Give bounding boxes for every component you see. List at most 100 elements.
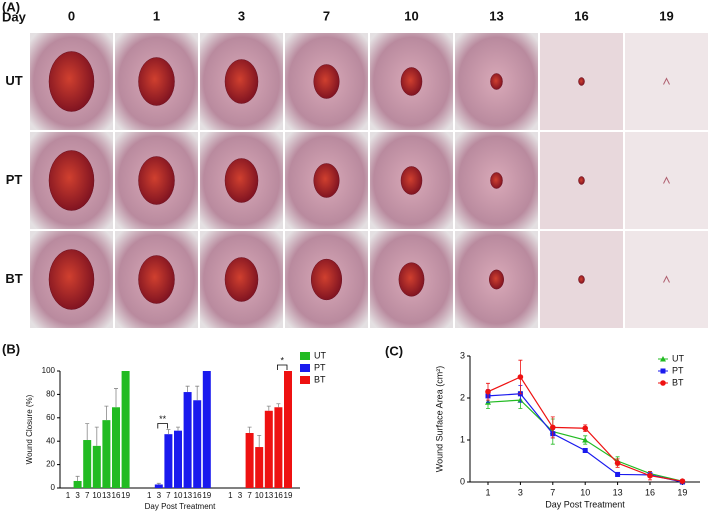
x-tick-label: 13 bbox=[613, 487, 623, 497]
x-tick-label: 19 bbox=[202, 491, 211, 500]
wound bbox=[489, 269, 504, 290]
x-tick-label: 13 bbox=[264, 491, 273, 500]
scar bbox=[663, 176, 670, 184]
legend-label: UT bbox=[314, 350, 326, 360]
wound bbox=[313, 163, 340, 198]
x-tick-label: 19 bbox=[121, 491, 130, 500]
x-tick-label: 3 bbox=[518, 487, 523, 497]
point bbox=[582, 448, 588, 453]
legend-swatch bbox=[300, 352, 310, 360]
x-tick-label: 3 bbox=[238, 491, 243, 500]
error-bar bbox=[195, 385, 200, 401]
x-tick-label: 16 bbox=[645, 487, 655, 497]
bar bbox=[202, 371, 211, 488]
significance-label: * bbox=[280, 355, 284, 365]
point bbox=[517, 374, 524, 380]
bar bbox=[102, 420, 111, 488]
y-axis-title: Wound Closure (%) bbox=[25, 394, 34, 464]
wound-photo bbox=[625, 132, 708, 229]
legend-label: BT bbox=[314, 374, 326, 384]
point bbox=[647, 472, 653, 479]
point bbox=[485, 388, 491, 395]
day-label: 0 bbox=[68, 8, 75, 23]
legend-swatch bbox=[300, 376, 310, 384]
error-bar bbox=[94, 426, 99, 446]
error-bar bbox=[166, 429, 171, 435]
y-tick-label: 40 bbox=[46, 436, 55, 445]
point bbox=[615, 471, 621, 477]
legend-label: BT bbox=[672, 377, 684, 387]
error-bar bbox=[104, 405, 109, 421]
x-tick-label: 7 bbox=[550, 487, 555, 497]
legend-label: PT bbox=[672, 365, 684, 375]
y-tick-label: 2 bbox=[460, 392, 465, 402]
error-bar bbox=[247, 426, 252, 434]
day-label: 13 bbox=[489, 8, 503, 23]
x-axis-title: Day Post Treatment bbox=[145, 502, 216, 511]
wound bbox=[48, 150, 95, 211]
wound bbox=[138, 156, 175, 205]
error-bar bbox=[266, 405, 271, 411]
x-tick-label: 1 bbox=[228, 491, 233, 500]
x-tick-label: 1 bbox=[485, 487, 490, 497]
bar bbox=[274, 407, 283, 488]
bar bbox=[73, 480, 82, 488]
error-bar bbox=[75, 475, 80, 481]
wound bbox=[224, 59, 259, 104]
y-tick-label: 0 bbox=[460, 476, 465, 486]
x-tick-label: 7 bbox=[85, 491, 90, 500]
legend-marker bbox=[660, 356, 666, 362]
x-tick-label: 19 bbox=[677, 487, 687, 497]
x-tick-label: 13 bbox=[102, 491, 111, 500]
x-tick-label: 7 bbox=[166, 491, 171, 500]
wound bbox=[490, 73, 503, 90]
error-bar bbox=[185, 385, 190, 393]
legend-label: PT bbox=[314, 362, 326, 372]
wound bbox=[138, 255, 175, 304]
error-bar bbox=[276, 403, 281, 408]
x-tick-label: 16 bbox=[112, 491, 121, 500]
x-tick-label: 10 bbox=[174, 491, 183, 500]
error-bar bbox=[257, 434, 262, 448]
panel-label: (C) bbox=[385, 343, 403, 358]
day-label: 1 bbox=[153, 8, 160, 23]
day-label: 19 bbox=[659, 8, 673, 23]
bar bbox=[174, 430, 182, 488]
x-tick-label: 13 bbox=[183, 491, 192, 500]
wound bbox=[398, 262, 425, 297]
wound bbox=[48, 51, 95, 112]
y-tick-label: 100 bbox=[42, 366, 56, 375]
y-tick-label: 1 bbox=[460, 434, 465, 444]
x-tick-label: 1 bbox=[147, 491, 152, 500]
wound bbox=[578, 77, 585, 86]
x-axis-title: Day Post Treatment bbox=[545, 499, 625, 509]
error-bar bbox=[114, 388, 118, 408]
y-tick-label: 20 bbox=[46, 460, 55, 469]
wound bbox=[490, 172, 503, 189]
error-bar bbox=[176, 426, 180, 431]
bar bbox=[284, 371, 292, 488]
y-axis-title: Wound Surface Area (cm²) bbox=[434, 366, 444, 472]
point bbox=[679, 478, 686, 484]
legend-marker bbox=[660, 368, 666, 374]
bar bbox=[164, 434, 173, 488]
wound bbox=[578, 176, 585, 185]
panel-label: (B) bbox=[2, 341, 20, 356]
bar bbox=[255, 447, 264, 488]
bar bbox=[154, 484, 163, 488]
x-tick-label: 19 bbox=[284, 491, 293, 500]
wound bbox=[310, 258, 343, 301]
x-tick-label: 3 bbox=[157, 491, 162, 500]
legend-label: UT bbox=[672, 353, 684, 363]
wound bbox=[48, 249, 95, 310]
x-tick-label: 1 bbox=[66, 491, 71, 500]
wound bbox=[400, 166, 423, 195]
error-bar bbox=[85, 423, 90, 441]
day-label: 3 bbox=[238, 8, 245, 23]
x-tick-label: 16 bbox=[274, 491, 283, 500]
wound bbox=[313, 64, 340, 99]
y-tick-label: 60 bbox=[46, 413, 55, 422]
wound bbox=[578, 275, 585, 284]
x-tick-label: 3 bbox=[75, 491, 80, 500]
